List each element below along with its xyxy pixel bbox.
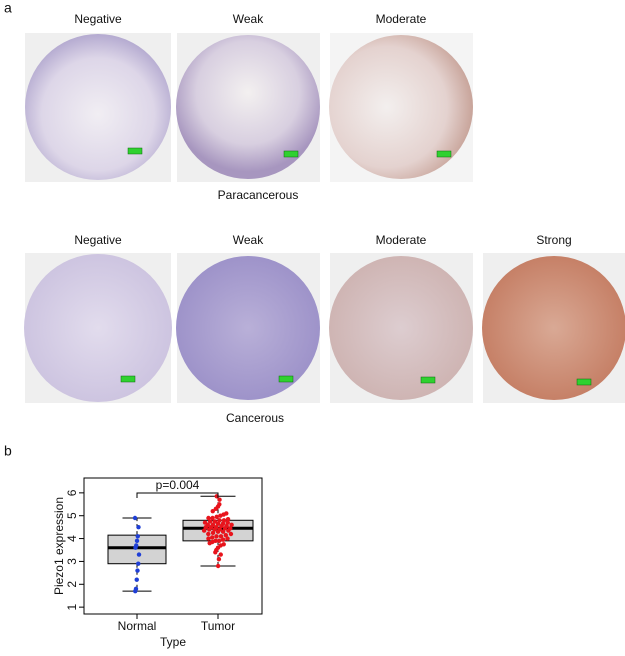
data-point bbox=[135, 568, 140, 573]
data-point bbox=[134, 538, 140, 544]
scale-bars bbox=[120, 147, 592, 386]
data-point bbox=[206, 536, 211, 541]
data-point bbox=[222, 526, 228, 531]
data-point bbox=[215, 529, 221, 534]
data-point bbox=[217, 497, 222, 502]
y-axis-label: Piezo1 expression bbox=[52, 497, 66, 595]
image-label: Weak bbox=[233, 12, 264, 26]
tissue-core bbox=[176, 35, 320, 179]
tissue-core bbox=[329, 35, 473, 179]
data-point bbox=[136, 524, 141, 530]
data-point bbox=[207, 540, 212, 546]
tissue-core bbox=[25, 34, 171, 180]
data-point bbox=[207, 527, 212, 532]
data-point bbox=[201, 528, 207, 533]
plot-frame bbox=[83, 477, 263, 615]
data-point bbox=[221, 518, 227, 523]
data-point bbox=[215, 521, 221, 526]
data-point bbox=[213, 550, 218, 555]
image-label: Strong bbox=[536, 233, 571, 247]
panel-label: b bbox=[4, 443, 12, 459]
data-point bbox=[134, 577, 139, 582]
y-tick-label: 3 bbox=[65, 558, 79, 565]
tissue-core bbox=[24, 254, 172, 402]
data-point bbox=[220, 537, 226, 542]
data-point bbox=[210, 515, 215, 521]
data-point bbox=[219, 523, 224, 529]
panel-label: a bbox=[4, 0, 12, 16]
data-point bbox=[214, 514, 219, 520]
data-point bbox=[136, 552, 142, 557]
data-point bbox=[228, 531, 234, 537]
y-tick-label: 1 bbox=[65, 603, 79, 610]
x-tick-label: Normal bbox=[118, 619, 157, 633]
data-point bbox=[206, 531, 211, 537]
row-caption: Paracancerous bbox=[218, 188, 299, 202]
tissue-core bbox=[329, 256, 473, 400]
y-tick-label: 5 bbox=[65, 512, 79, 519]
data-point bbox=[225, 516, 231, 522]
x-axis-label: Type bbox=[160, 635, 186, 649]
data-point bbox=[135, 534, 140, 539]
p-value: p=0.004 bbox=[156, 478, 200, 492]
data-point bbox=[210, 530, 216, 536]
data-point bbox=[217, 538, 222, 544]
data-point bbox=[218, 513, 223, 518]
data-point bbox=[225, 520, 230, 525]
image-label: Negative bbox=[74, 233, 122, 247]
tissue-core bbox=[482, 256, 625, 400]
image-label: Moderate bbox=[376, 12, 427, 26]
data-point bbox=[212, 527, 217, 532]
data-point bbox=[229, 522, 234, 528]
x-tick-label: Tumor bbox=[201, 619, 235, 633]
data-point bbox=[217, 518, 222, 523]
data-point bbox=[203, 524, 208, 530]
y-tick-label: 4 bbox=[65, 535, 79, 542]
data-point bbox=[218, 534, 224, 539]
data-point bbox=[210, 535, 215, 540]
data-point bbox=[216, 556, 222, 562]
data-point bbox=[214, 534, 219, 539]
y-tick-label: 2 bbox=[65, 581, 79, 588]
tissue-images bbox=[24, 33, 625, 403]
image-label: Negative bbox=[74, 12, 122, 26]
significance-bracket bbox=[136, 492, 219, 498]
y-tick-label: 6 bbox=[65, 489, 79, 496]
data-point bbox=[133, 545, 138, 550]
row-caption: Cancerous bbox=[226, 411, 284, 425]
data-point bbox=[207, 519, 213, 524]
data-point bbox=[215, 563, 221, 569]
data-point bbox=[206, 515, 211, 521]
data-point bbox=[220, 529, 226, 534]
data-point bbox=[136, 561, 141, 566]
data-point bbox=[225, 536, 230, 541]
data-point bbox=[218, 552, 223, 557]
data-point bbox=[213, 506, 219, 512]
data-point bbox=[223, 532, 229, 538]
image-label: Moderate bbox=[376, 233, 427, 247]
image-label: Weak bbox=[233, 233, 264, 247]
data-point bbox=[226, 528, 231, 533]
tissue-core bbox=[176, 256, 320, 400]
data-point bbox=[133, 588, 138, 594]
data-point bbox=[132, 515, 138, 521]
data-point bbox=[212, 519, 218, 524]
data-point bbox=[210, 508, 215, 514]
